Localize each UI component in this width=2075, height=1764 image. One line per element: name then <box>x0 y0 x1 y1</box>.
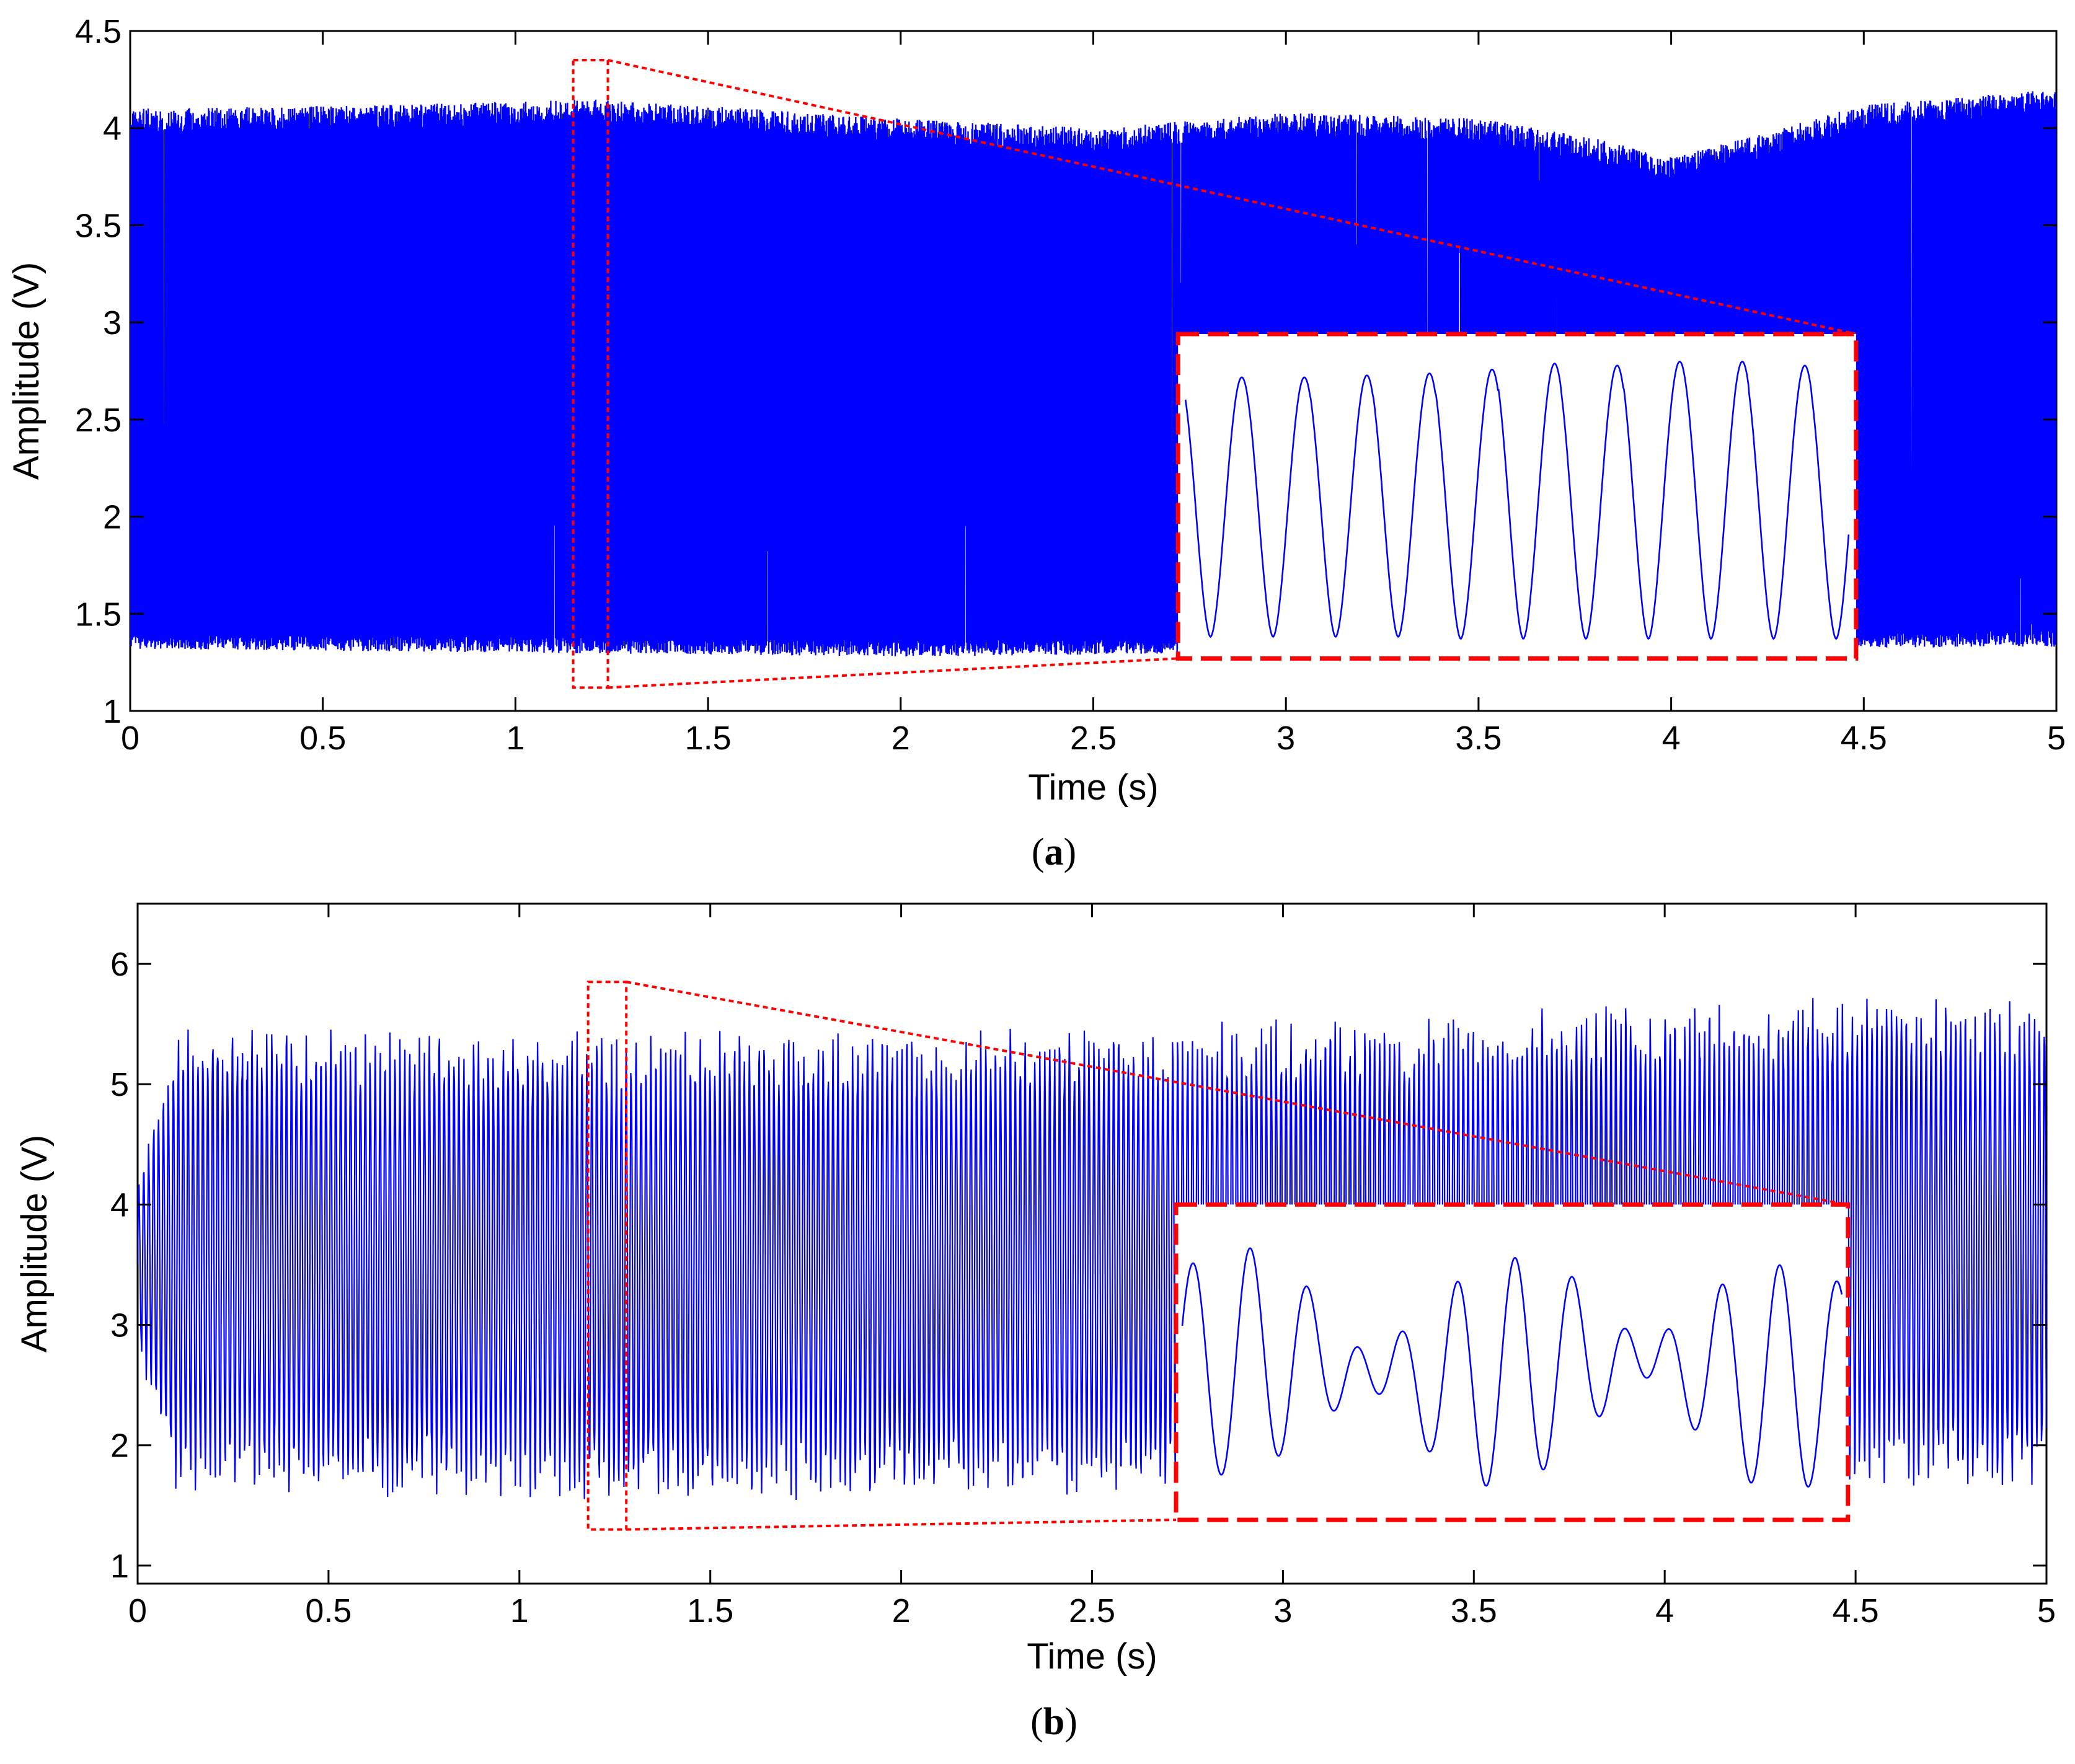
y-tick-label: 6 <box>110 946 129 983</box>
y-tick-label: 2 <box>103 499 122 536</box>
panel-b-x-axis-title: Time (s) <box>1027 1636 1157 1677</box>
y-tick-label: 3 <box>110 1307 129 1344</box>
x-tick-label: 2 <box>892 1592 911 1629</box>
x-tick-label: 2.5 <box>1069 1592 1115 1629</box>
y-tick-label: 4 <box>110 1186 129 1224</box>
panel-a-x-axis-title: Time (s) <box>1028 767 1158 808</box>
zoom-inset-waveform <box>1184 360 1850 640</box>
zoom-source-box <box>586 981 628 1531</box>
panel-a-label: (a) <box>1032 831 1076 873</box>
panel-b-axes: 0 0.5 1 1.5 2 2.5 3 3.5 4 4.5 5 1 2 3 4 5 6 <box>110 904 2056 1629</box>
panel-b-signal-series <box>138 998 2046 1501</box>
signal-line <box>130 91 2056 657</box>
panel-a-y-axis-title: Amplitude (V) <box>6 262 46 480</box>
panel-a-label-letter: a <box>1045 831 1064 873</box>
panel-b-zoom-annotation <box>586 981 1851 1531</box>
panel-a-chart: 0 0.5 1 1.5 2 2.5 3 3.5 4 4.5 5 1 1.5 2 2.5 3 3.5 4 4.5 Ti… <box>6 13 2066 873</box>
y-tick-label: 1 <box>103 693 122 730</box>
x-tick-label: 3 <box>1276 720 1295 757</box>
x-tick-label: 4 <box>1655 1592 1674 1629</box>
panel-b-label: (b) <box>1030 1701 1077 1743</box>
x-tick-label: 0 <box>121 720 139 757</box>
zoom-inset-waveform <box>1181 1247 1843 1488</box>
zoom-connector-top <box>626 981 1849 1206</box>
x-tick-label: 5 <box>2047 720 2066 757</box>
x-tick-label: 4 <box>1662 720 1681 757</box>
y-tick-label: 4 <box>103 110 122 148</box>
panel-a-axes: 0 0.5 1 1.5 2 2.5 3 3.5 4 4.5 5 1 1.5 2 2.5 3 3.5 4 4.5 <box>75 13 2066 757</box>
x-tick-label: 1 <box>510 1592 529 1629</box>
x-tick-label: 0.5 <box>299 720 346 757</box>
y-tick-label: 1.5 <box>75 596 122 633</box>
x-tick-label: 1 <box>506 720 524 757</box>
x-tick-label: 1.5 <box>685 720 732 757</box>
x-tick-label: 0 <box>128 1592 147 1629</box>
y-tick-label: 3.5 <box>75 207 122 244</box>
y-tick-label: 5 <box>110 1066 129 1103</box>
x-tick-label: 3.5 <box>1451 1592 1497 1629</box>
y-tick-label: 1 <box>110 1548 129 1585</box>
x-tick-label: 4.5 <box>1841 720 1887 757</box>
y-tick-label: 3 <box>103 304 122 342</box>
x-tick-label: 3 <box>1273 1592 1292 1629</box>
zoom-connector-bottom <box>626 1519 1177 1531</box>
panel-b-label-letter: b <box>1043 1701 1064 1743</box>
panel-b-chart: 0 0.5 1 1.5 2 2.5 3 3.5 4 4.5 5 1 2 3 4 5 6 Time (s) Amp… <box>14 902 2056 1743</box>
panel-a-signal-series <box>130 91 2056 657</box>
zoom-connector-top <box>608 59 1857 335</box>
y-tick-label: 4.5 <box>75 13 122 50</box>
signal-line <box>138 998 2046 1501</box>
panel-b-y-axis-title: Amplitude (V) <box>14 1135 55 1352</box>
x-tick-label: 1.5 <box>687 1592 733 1629</box>
x-tick-label: 3.5 <box>1455 720 1502 757</box>
zoom-source-box <box>572 59 609 689</box>
panel-a-zoom-annotation <box>572 59 1859 689</box>
x-tick-label: 5 <box>2037 1592 2056 1629</box>
y-tick-label: 2.5 <box>75 402 122 439</box>
zoom-inset-box <box>1174 1202 1851 1522</box>
x-tick-label: 0.5 <box>305 1592 352 1629</box>
x-tick-label: 4.5 <box>1833 1592 1879 1629</box>
x-tick-label: 2 <box>891 720 910 757</box>
zoom-connector-bottom <box>608 657 1179 689</box>
zoom-inset-box <box>1175 332 1859 661</box>
y-tick-label: 2 <box>110 1427 129 1465</box>
x-tick-label: 2.5 <box>1070 720 1117 757</box>
